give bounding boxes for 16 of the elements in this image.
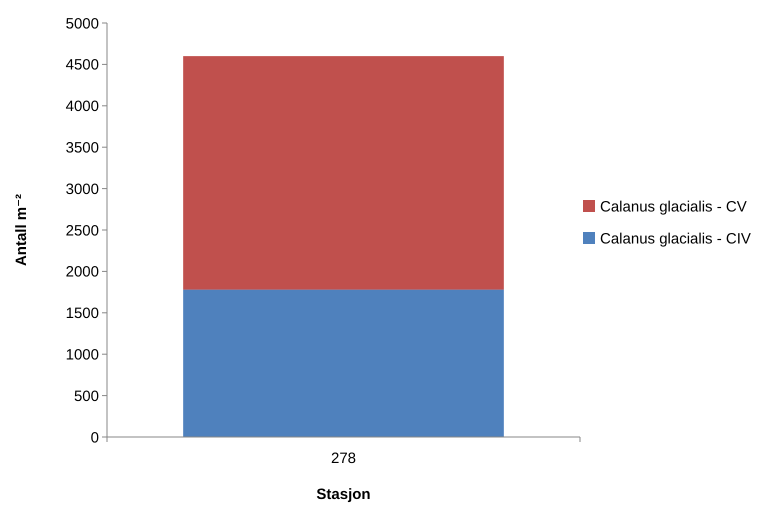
y-tick-label: 5000 bbox=[66, 15, 99, 32]
y-tick-label: 4500 bbox=[66, 56, 99, 74]
y-tick-label: 4000 bbox=[66, 98, 99, 116]
x-tick-label: 278 bbox=[330, 450, 356, 467]
y-tick-label: 1500 bbox=[66, 305, 99, 322]
legend-label: Calanus glacialis - CIV bbox=[600, 230, 751, 248]
y-tick-label: 3000 bbox=[66, 180, 99, 198]
y-tick-label: 3500 bbox=[66, 139, 99, 156]
y-tick-label: 1000 bbox=[66, 346, 99, 364]
x-axis-title: Stasjon bbox=[316, 486, 371, 503]
y-tick-label: 2000 bbox=[66, 264, 99, 281]
y-tick-label: 0 bbox=[90, 429, 99, 446]
y-tick-label: 2500 bbox=[66, 222, 99, 240]
y-tick-label: 500 bbox=[74, 388, 99, 405]
legend-label: Calanus glacialis - CV bbox=[600, 198, 747, 216]
y-axis-title: Antall m⁻² bbox=[13, 194, 30, 266]
